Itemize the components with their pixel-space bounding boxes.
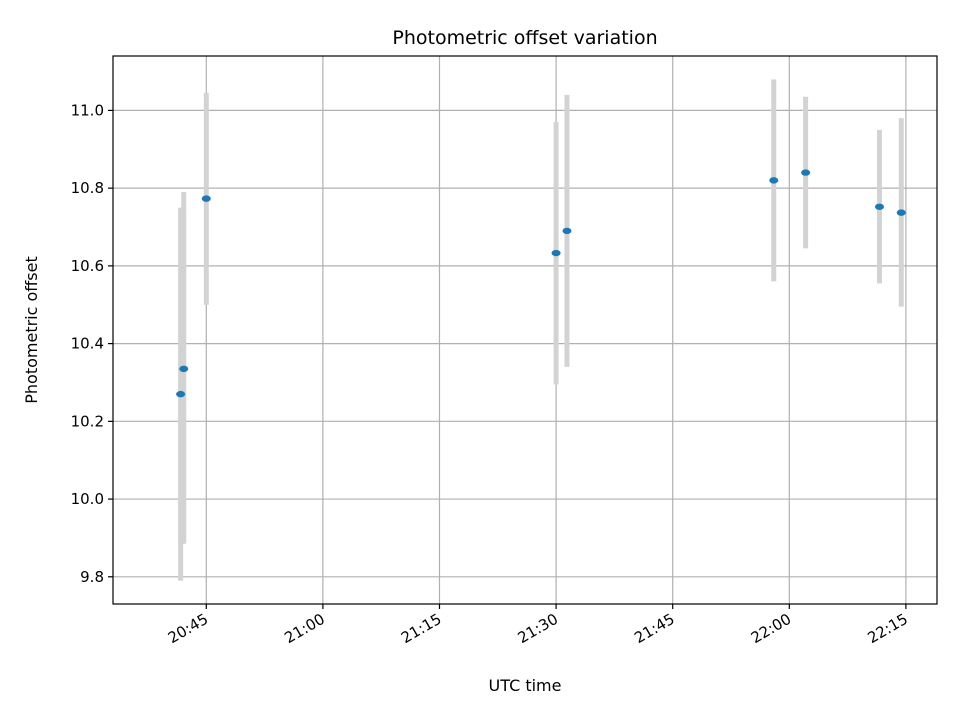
data-point [176,390,186,398]
y-axis-label: Photometric offset [22,256,41,404]
plot-frame [112,55,938,605]
data-point [201,195,211,202]
y-tick-label: 10.6 [71,257,104,275]
y-tick-label: 11.0 [71,101,104,119]
y-tick-label: 10.4 [71,335,104,353]
x-axis-label: UTC time [489,676,562,695]
grid-lines [113,56,937,604]
data-point [801,169,811,176]
data-point [562,227,572,235]
data-point [769,177,779,184]
data-points [176,169,906,398]
chart-title: Photometric offset variation [392,27,657,49]
data-point [874,203,884,210]
y-tick-label: 9.8 [80,568,104,586]
y-tick-label: 10.2 [71,412,104,430]
data-point [179,365,189,373]
data-point [551,249,561,257]
y-tick-label: 10.8 [71,179,104,197]
data-point [896,209,906,216]
y-tick-label: 10.0 [71,490,104,508]
